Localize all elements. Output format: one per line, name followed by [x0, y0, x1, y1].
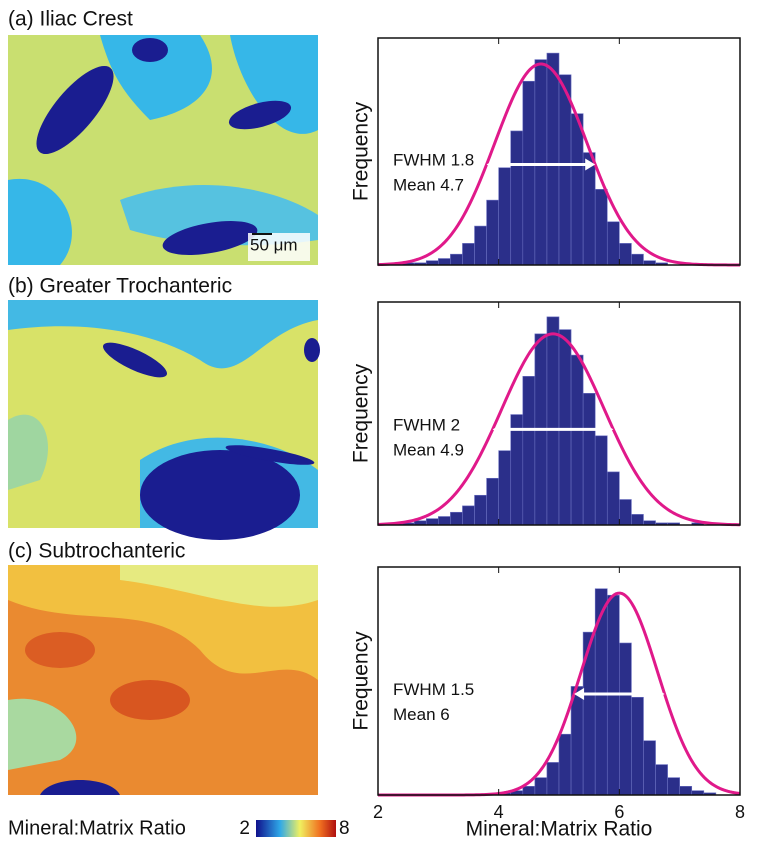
mean-text: Mean	[393, 176, 436, 195]
fwhm-text: FWHM	[393, 151, 446, 170]
bar	[594, 435, 608, 526]
bar	[462, 505, 475, 526]
bar	[474, 494, 487, 526]
bar	[570, 113, 584, 266]
x-axis-label: Mineral:Matrix Ratio	[466, 818, 653, 841]
mean-text: Mean	[393, 706, 436, 725]
mean-label: Mean 4.9	[393, 441, 464, 460]
bar	[655, 764, 668, 796]
y-axis-label: Frequency	[350, 631, 373, 731]
x-tick-label: 2	[373, 802, 383, 822]
x-tick-label: 6	[614, 802, 624, 822]
mean-value: 4.7	[440, 176, 464, 195]
fwhm-label: FWHM 1.8	[393, 151, 474, 170]
bar	[631, 253, 644, 266]
bar	[643, 740, 656, 796]
fwhm-text: FWHM	[393, 681, 446, 700]
bar	[425, 518, 439, 526]
bar	[510, 414, 524, 526]
mean-text: Mean	[393, 441, 436, 460]
scale-bar-label: 50 μm	[250, 235, 298, 254]
bar	[498, 167, 512, 266]
fwhm-value: 2	[451, 416, 460, 435]
bar	[486, 477, 499, 526]
plot-frame	[377, 566, 741, 796]
plot-frame	[377, 37, 741, 266]
bar	[570, 354, 584, 526]
bar	[522, 80, 536, 266]
mean-label: Mean 6	[393, 706, 450, 725]
panel-title: (b) Greater Trochanteric	[8, 275, 232, 298]
bar	[594, 189, 608, 266]
fwhm-value: 1.5	[451, 681, 475, 700]
panel-title: (a) Iliac Crest	[8, 8, 133, 31]
bar	[438, 516, 451, 526]
bar	[522, 786, 536, 796]
bar	[546, 52, 560, 266]
fwhm-text: FWHM	[393, 416, 446, 435]
fwhm-label: FWHM 2	[393, 416, 460, 435]
colorbar	[256, 820, 336, 837]
bar	[450, 511, 463, 526]
map-b	[8, 300, 320, 540]
bar	[534, 59, 548, 266]
colorbar-tick: 8	[339, 818, 350, 839]
bar	[558, 329, 572, 526]
x-tick-label: 8	[735, 802, 745, 822]
colorbar-tick: 2	[239, 818, 250, 839]
bar	[594, 588, 608, 796]
bar	[486, 199, 499, 266]
y-axis-label: Frequency	[350, 101, 373, 201]
colorbar-label: Mineral:Matrix Ratio	[8, 817, 186, 839]
bar	[546, 762, 560, 796]
bar	[522, 376, 536, 526]
mean-value: 6	[440, 706, 449, 725]
map-a: 50 μm	[8, 35, 318, 265]
bar	[546, 316, 560, 526]
bar	[534, 777, 548, 796]
bar	[474, 225, 487, 266]
bar	[570, 686, 584, 796]
fwhm-value: 1.8	[451, 151, 475, 170]
bar	[619, 642, 632, 796]
bar	[558, 733, 572, 796]
arrow-head	[574, 688, 665, 701]
x-tick-label: 4	[494, 802, 504, 822]
bar	[582, 152, 596, 266]
bar	[450, 253, 463, 266]
bar	[606, 221, 620, 266]
panel-title: (c) Subtrochanteric	[8, 540, 185, 563]
bar	[679, 786, 693, 796]
plot-frame	[377, 301, 741, 526]
bar	[438, 258, 451, 266]
bar	[462, 243, 475, 266]
fwhm-label: FWHM 1.5	[393, 681, 474, 700]
bar	[631, 696, 644, 796]
bar	[558, 74, 572, 266]
fit-curve	[377, 332, 741, 527]
bar	[510, 130, 524, 266]
bar	[498, 450, 512, 526]
bar	[619, 499, 632, 526]
mean-value: 4.9	[440, 441, 464, 460]
y-axis-label: Frequency	[350, 363, 373, 463]
bar	[582, 393, 596, 526]
bar	[606, 471, 620, 526]
bar	[631, 514, 644, 526]
bar	[667, 777, 680, 796]
map-c	[8, 565, 318, 795]
mean-label: Mean 4.7	[393, 176, 464, 195]
fit-curve	[377, 62, 741, 267]
bar	[619, 243, 632, 266]
